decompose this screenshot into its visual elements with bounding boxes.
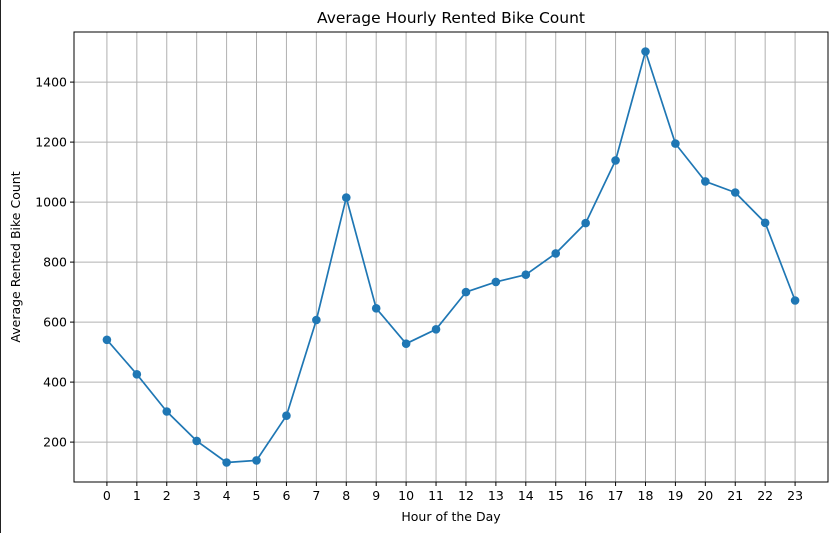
data-point bbox=[341, 193, 351, 202]
x-tick-label: 21 bbox=[727, 488, 743, 503]
y-axis-label: Average Rented Bike Count bbox=[8, 171, 23, 342]
data-point bbox=[431, 325, 441, 334]
data-point bbox=[611, 156, 620, 165]
data-point bbox=[551, 249, 561, 258]
x-tick-label: 14 bbox=[518, 488, 534, 503]
data-point bbox=[252, 456, 261, 465]
data-point bbox=[102, 335, 112, 345]
x-tick-label: 1 bbox=[133, 488, 141, 503]
data-point bbox=[760, 218, 770, 228]
x-tick-label: 12 bbox=[458, 488, 474, 503]
x-tick-label: 8 bbox=[342, 488, 350, 503]
x-tick-label: 20 bbox=[697, 488, 713, 503]
data-point bbox=[371, 304, 381, 313]
x-tick-label: 18 bbox=[638, 488, 654, 503]
data-point bbox=[222, 458, 231, 467]
x-axis-label: Hour of the Day bbox=[401, 509, 501, 524]
data-point bbox=[521, 270, 531, 280]
x-tick-label: 7 bbox=[312, 488, 320, 503]
data-point bbox=[790, 296, 800, 305]
y-tick-label: 1200 bbox=[35, 135, 67, 150]
x-tick-label: 16 bbox=[578, 488, 594, 503]
data-point bbox=[162, 407, 172, 416]
x-tick-label: 13 bbox=[488, 488, 504, 503]
data-point bbox=[282, 411, 291, 421]
plot-area bbox=[73, 31, 829, 483]
x-tick-label: 11 bbox=[428, 488, 444, 503]
data-point bbox=[312, 315, 321, 325]
y-tick-label: 600 bbox=[43, 315, 67, 330]
ticks-layer: 0 1 2 3 4 5 6 7 8 9 10 11 12 13 14 15 16 17 18 19 20 21 22 2320… bbox=[35, 75, 803, 503]
data-point bbox=[491, 277, 501, 287]
series-layer bbox=[102, 47, 800, 467]
x-tick-label: 3 bbox=[193, 488, 201, 503]
chart-title: Average Hourly Rented Bike Count bbox=[317, 9, 585, 27]
y-tick-label: 800 bbox=[43, 255, 67, 270]
data-point bbox=[671, 139, 680, 148]
x-tick-label: 9 bbox=[372, 488, 380, 503]
x-tick-label: 22 bbox=[757, 488, 773, 503]
data-point bbox=[581, 218, 590, 228]
data-point bbox=[641, 47, 650, 56]
x-tick-label: 0 bbox=[103, 488, 111, 503]
x-tick-label: 2 bbox=[163, 488, 171, 503]
x-tick-label: 17 bbox=[608, 488, 624, 503]
data-point bbox=[192, 436, 201, 446]
y-tick-label: 1000 bbox=[35, 195, 67, 210]
series-line bbox=[106, 50, 796, 464]
x-tick-label: 23 bbox=[787, 488, 803, 503]
x-tick-label: 4 bbox=[223, 488, 231, 503]
x-tick-label: 6 bbox=[282, 488, 290, 503]
data-point bbox=[461, 287, 471, 297]
data-point bbox=[401, 339, 411, 349]
x-tick-label: 15 bbox=[548, 488, 564, 503]
x-tick-label: 19 bbox=[667, 488, 683, 503]
x-tick-label: 10 bbox=[398, 488, 414, 503]
data-point bbox=[730, 188, 740, 197]
x-tick-label: 5 bbox=[253, 488, 261, 503]
y-tick-label: 1400 bbox=[35, 75, 67, 90]
y-tick-label: 400 bbox=[43, 375, 67, 390]
data-point bbox=[701, 177, 710, 186]
grid-layer bbox=[74, 32, 828, 482]
data-point bbox=[132, 370, 142, 379]
y-tick-label: 200 bbox=[43, 435, 67, 450]
